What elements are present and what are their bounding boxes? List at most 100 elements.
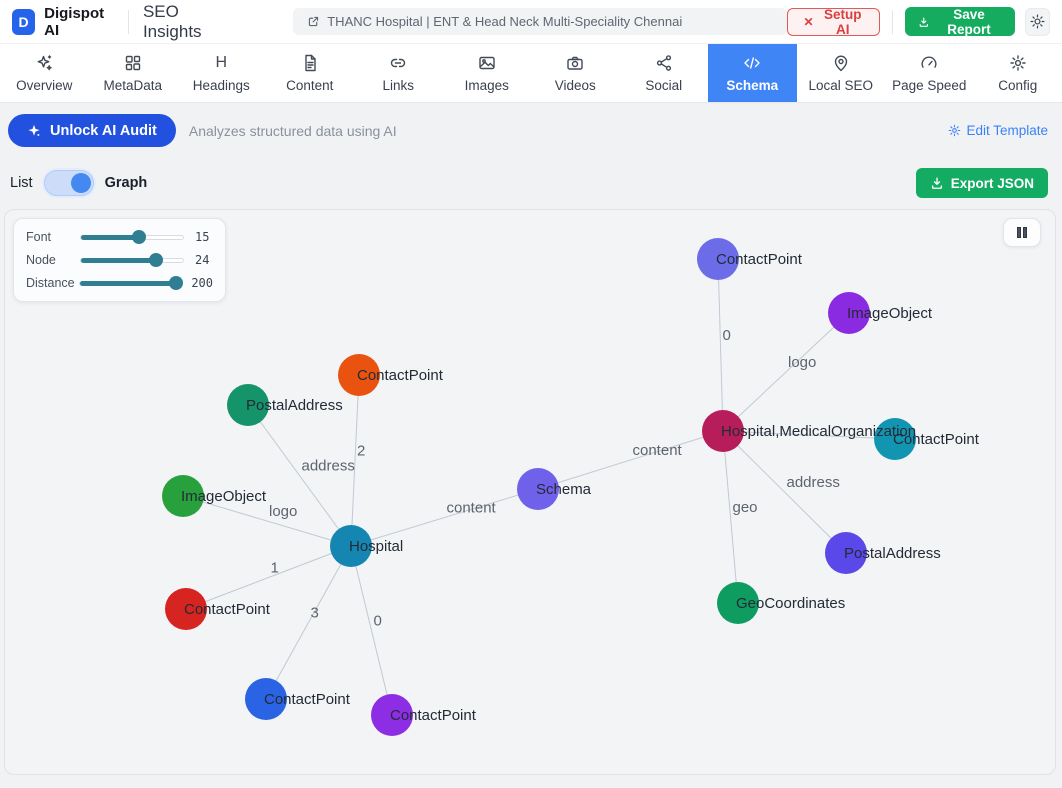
header-divider [892,9,893,34]
tab-metadata[interactable]: MetaData [89,44,178,102]
graph-node-postaladdress[interactable] [825,532,867,574]
distance-slider[interactable] [78,276,184,290]
tab-label: MetaData [103,78,163,93]
pin-icon [831,53,851,73]
graph-node-contactpoint[interactable] [371,694,413,736]
graph-edge-label: address [302,458,355,475]
slider-thumb[interactable] [132,230,147,244]
tab-content[interactable]: Content [266,44,355,102]
gear-icon [1008,53,1028,73]
slider-label: Distance [26,276,75,290]
graph-node-contactpoint[interactable] [697,238,739,280]
graph-edge-label: content [447,500,497,517]
pause-icon [1017,227,1021,238]
graph-edge-label: content [633,442,683,459]
graph-edge-logo [182,495,352,547]
slider-thumb[interactable] [149,253,164,267]
graph-node-hospital-medicalorganization[interactable] [702,410,744,452]
graph-edge-label: logo [788,354,816,371]
graph-edge-address [722,430,847,554]
tab-links[interactable]: Links [354,44,443,102]
list-view-label[interactable]: List [10,175,33,191]
download-icon [931,177,942,189]
app-header: D Digispot AI SEO Insights THANC Hospita… [0,0,1062,44]
export-json-button[interactable]: Export JSON [915,168,1048,198]
node-slider[interactable] [80,253,184,267]
view-switch-bar: List Graph Export JSON [10,168,1048,198]
audited-url-text: THANC Hospital | ENT & Head Neck Multi-S… [327,14,683,29]
tab-config[interactable]: Config [974,44,1062,102]
sun-icon [1030,14,1045,29]
graph-node-imageobject[interactable] [828,292,870,334]
graph-edge-label: 3 [311,605,319,622]
graph-node-geocoordinates[interactable] [717,582,759,624]
product-title: SEO Insights [142,1,202,41]
graph-view-label[interactable]: Graph [104,175,148,191]
pause-icon [1023,227,1027,238]
external-link-icon [309,16,319,27]
tab-label: Images [464,78,509,93]
slider-value: 15 [195,230,210,244]
graph-edge-label: address [787,474,840,491]
code-icon [742,53,762,73]
graph-node-contactpoint[interactable] [165,588,207,630]
theme-toggle-button[interactable] [1024,7,1051,36]
audit-description: Analyzes structured data using AI [188,122,397,139]
graph-edge-3 [265,545,352,700]
gauge-icon [919,53,939,73]
share-icon [654,53,674,73]
schema-graph-panel: Font 15 Node 24 Distance 200 2 address logo 1 3 0 c… [4,209,1056,775]
graph-edge-label: geo [733,499,758,516]
slider-label: Node [26,253,56,267]
tab-local-seo[interactable]: Local SEO [797,44,886,102]
graph-node-contactpoint[interactable] [338,354,380,396]
graph-edge-link [722,430,896,440]
slider-thumb[interactable] [169,276,184,290]
unlock-ai-audit-button[interactable]: Unlock AI Audit [8,114,176,147]
graph-node-imageobject[interactable] [162,475,204,517]
slider-value: 24 [195,253,210,267]
download-icon [919,16,928,27]
tab-label: Social [645,78,683,93]
sparkles-icon [34,53,54,73]
camera-icon [565,53,585,73]
graph-node-contactpoint[interactable] [874,418,916,460]
graph-edge-label: 1 [271,560,279,577]
tab-schema[interactable]: Schema [708,44,797,102]
tab-page-speed[interactable]: Page Speed [885,44,974,102]
font-slider[interactable] [80,230,184,244]
slider-label: Font [26,230,52,244]
image-icon [477,53,497,73]
list-graph-toggle[interactable] [43,170,94,196]
graph-edge-label: 0 [723,327,731,344]
graph-node-postaladdress[interactable] [227,384,269,426]
save-report-button[interactable]: Save Report [904,7,1015,37]
tab-bar: Overview MetaData H Headings Content Links Ima… [0,44,1062,103]
tab-label: Content [286,78,334,93]
graph-edge-logo [722,312,850,432]
graph-edge-label: 0 [374,613,382,630]
pause-simulation-button[interactable] [1003,218,1041,247]
graph-node-schema[interactable] [517,468,559,510]
slider-value: 200 [191,276,213,290]
sparkle-icon [28,124,40,136]
audited-url-pill[interactable]: THANC Hospital | ENT & Head Neck Multi-S… [293,8,788,35]
graph-node-contactpoint[interactable] [245,678,287,720]
graph-edge-1 [185,545,352,610]
graph-edge-0 [350,545,393,716]
tab-social[interactable]: Social [620,44,709,102]
document-icon [300,53,320,73]
tab-overview[interactable]: Overview [0,44,89,102]
edit-template-link[interactable]: Edit Template [948,123,1048,138]
graph-node-hospital[interactable] [330,525,372,567]
heading-icon: H [215,54,228,71]
graph-edge-label: logo [269,503,297,520]
setup-ai-button[interactable]: ✕ Setup AI [787,7,881,37]
toggle-knob [70,173,91,193]
tab-headings[interactable]: H Headings [177,44,266,102]
tab-images[interactable]: Images [443,44,532,102]
close-icon: ✕ [803,14,814,29]
tab-videos[interactable]: Videos [531,44,620,102]
slider-row-node: Node 24 [26,253,213,267]
digispot-logo-icon: D [12,8,36,35]
